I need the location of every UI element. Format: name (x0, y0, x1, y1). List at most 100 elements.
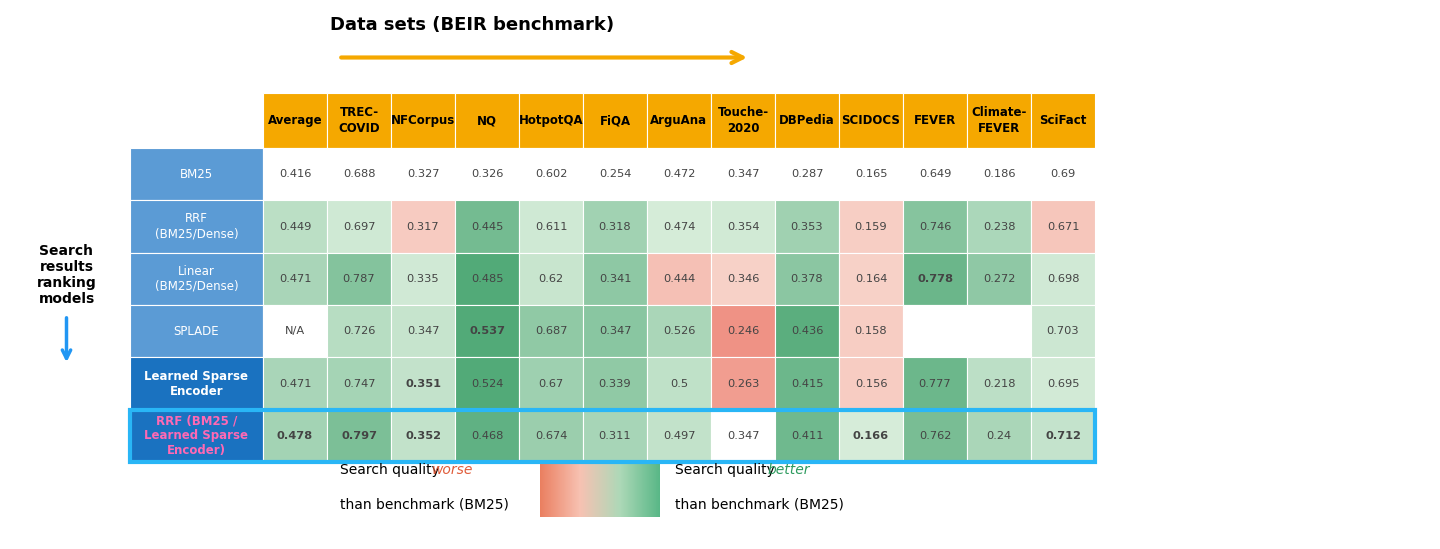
Text: 0.449: 0.449 (279, 221, 311, 232)
Text: 0.263: 0.263 (727, 378, 759, 389)
Text: 0.164: 0.164 (855, 274, 887, 284)
Text: 0.69: 0.69 (1050, 169, 1076, 179)
Text: 0.353: 0.353 (791, 221, 824, 232)
Text: 0.478: 0.478 (276, 431, 312, 441)
Text: 0.537: 0.537 (469, 326, 505, 336)
Text: 0.416: 0.416 (279, 169, 311, 179)
Text: 0.687: 0.687 (534, 326, 567, 336)
Text: 0.347: 0.347 (727, 169, 759, 179)
Text: 0.746: 0.746 (919, 221, 952, 232)
Text: 0.671: 0.671 (1047, 221, 1079, 232)
Text: 0.747: 0.747 (343, 378, 376, 389)
Text: 0.159: 0.159 (855, 221, 887, 232)
Text: 0.67: 0.67 (539, 378, 563, 389)
Text: 0.246: 0.246 (727, 326, 759, 336)
Text: 0.472: 0.472 (662, 169, 696, 179)
Text: 0.797: 0.797 (341, 431, 377, 441)
Text: 0.311: 0.311 (599, 431, 631, 441)
Text: 0.287: 0.287 (791, 169, 824, 179)
Text: 0.156: 0.156 (855, 378, 887, 389)
Text: SCIDOCS: SCIDOCS (841, 114, 900, 127)
Text: 0.339: 0.339 (599, 378, 631, 389)
Text: 0.347: 0.347 (406, 326, 439, 336)
Text: FEVER: FEVER (914, 114, 956, 127)
Text: 0.354: 0.354 (727, 221, 759, 232)
Text: 0.703: 0.703 (1047, 326, 1080, 336)
Text: 0.238: 0.238 (982, 221, 1015, 232)
Text: DBPedia: DBPedia (779, 114, 835, 127)
Text: NQ: NQ (477, 114, 497, 127)
Text: 0.347: 0.347 (727, 431, 759, 441)
Text: 0.474: 0.474 (662, 221, 696, 232)
Text: 0.695: 0.695 (1047, 378, 1079, 389)
Text: 0.787: 0.787 (343, 274, 376, 284)
Text: 0.602: 0.602 (534, 169, 567, 179)
Text: 0.317: 0.317 (406, 221, 439, 232)
Text: Climate-
FEVER: Climate- FEVER (972, 107, 1027, 135)
Text: 0.497: 0.497 (662, 431, 696, 441)
Text: 0.726: 0.726 (343, 326, 376, 336)
Text: Search
results
ranking
models: Search results ranking models (36, 244, 96, 306)
Text: 0.697: 0.697 (343, 221, 376, 232)
Text: 0.347: 0.347 (599, 326, 631, 336)
Text: Data sets (BEIR benchmark): Data sets (BEIR benchmark) (330, 16, 613, 34)
Text: 0.649: 0.649 (919, 169, 952, 179)
Text: 0.485: 0.485 (471, 274, 503, 284)
Text: 0.777: 0.777 (919, 378, 952, 389)
Text: 0.688: 0.688 (343, 169, 376, 179)
Text: better: better (768, 463, 809, 477)
Text: Linear
(BM25/Dense): Linear (BM25/Dense) (154, 265, 238, 293)
Text: 0.352: 0.352 (405, 431, 441, 441)
Text: 0.335: 0.335 (406, 274, 439, 284)
Text: 0.254: 0.254 (599, 169, 631, 179)
Text: 0.762: 0.762 (919, 431, 952, 441)
Text: 0.166: 0.166 (852, 431, 888, 441)
Text: 0.611: 0.611 (534, 221, 567, 232)
Text: SciFact: SciFact (1040, 114, 1087, 127)
Text: 0.411: 0.411 (791, 431, 824, 441)
Text: 0.158: 0.158 (855, 326, 887, 336)
Text: 0.468: 0.468 (471, 431, 503, 441)
Text: 0.444: 0.444 (662, 274, 696, 284)
Text: 0.327: 0.327 (406, 169, 439, 179)
Text: 0.341: 0.341 (599, 274, 631, 284)
Text: HotpotQA: HotpotQA (518, 114, 583, 127)
Text: Touche-
2020: Touche- 2020 (717, 107, 769, 135)
Text: NFCorpus: NFCorpus (390, 114, 455, 127)
Text: 0.712: 0.712 (1045, 431, 1081, 441)
Text: 0.346: 0.346 (727, 274, 759, 284)
Text: Learned Sparse
Encoder: Learned Sparse Encoder (144, 369, 249, 397)
Text: 0.272: 0.272 (984, 274, 1015, 284)
Text: 0.674: 0.674 (534, 431, 567, 441)
Text: FiQA: FiQA (599, 114, 631, 127)
Text: 0.351: 0.351 (405, 378, 441, 389)
Text: TREC-
COVID: TREC- COVID (338, 107, 380, 135)
Text: 0.524: 0.524 (471, 378, 503, 389)
Text: N/A: N/A (285, 326, 305, 336)
Text: 0.778: 0.778 (917, 274, 953, 284)
Text: 0.378: 0.378 (791, 274, 824, 284)
Text: 0.62: 0.62 (539, 274, 563, 284)
Text: Average: Average (268, 114, 323, 127)
Text: 0.445: 0.445 (471, 221, 503, 232)
Text: 0.5: 0.5 (670, 378, 688, 389)
Text: than benchmark (BM25): than benchmark (BM25) (675, 498, 844, 512)
Text: BM25: BM25 (180, 167, 213, 181)
Text: SPLADE: SPLADE (174, 324, 219, 338)
Text: than benchmark (BM25): than benchmark (BM25) (340, 498, 508, 512)
Text: 0.186: 0.186 (982, 169, 1015, 179)
Text: 0.471: 0.471 (279, 274, 311, 284)
Text: 0.165: 0.165 (855, 169, 887, 179)
Text: 0.471: 0.471 (279, 378, 311, 389)
Text: 0.415: 0.415 (791, 378, 824, 389)
Text: 0.218: 0.218 (982, 378, 1015, 389)
Text: Search quality: Search quality (675, 463, 779, 477)
Text: 0.526: 0.526 (662, 326, 696, 336)
Text: 0.326: 0.326 (471, 169, 503, 179)
Text: RRF
(BM25/Dense): RRF (BM25/Dense) (154, 212, 238, 240)
Text: 0.436: 0.436 (791, 326, 824, 336)
Text: ArguAna: ArguAna (651, 114, 707, 127)
Text: RRF (BM25 /
Learned Sparse
Encoder): RRF (BM25 / Learned Sparse Encoder) (144, 414, 249, 457)
Text: 0.698: 0.698 (1047, 274, 1079, 284)
Text: 0.318: 0.318 (599, 221, 631, 232)
